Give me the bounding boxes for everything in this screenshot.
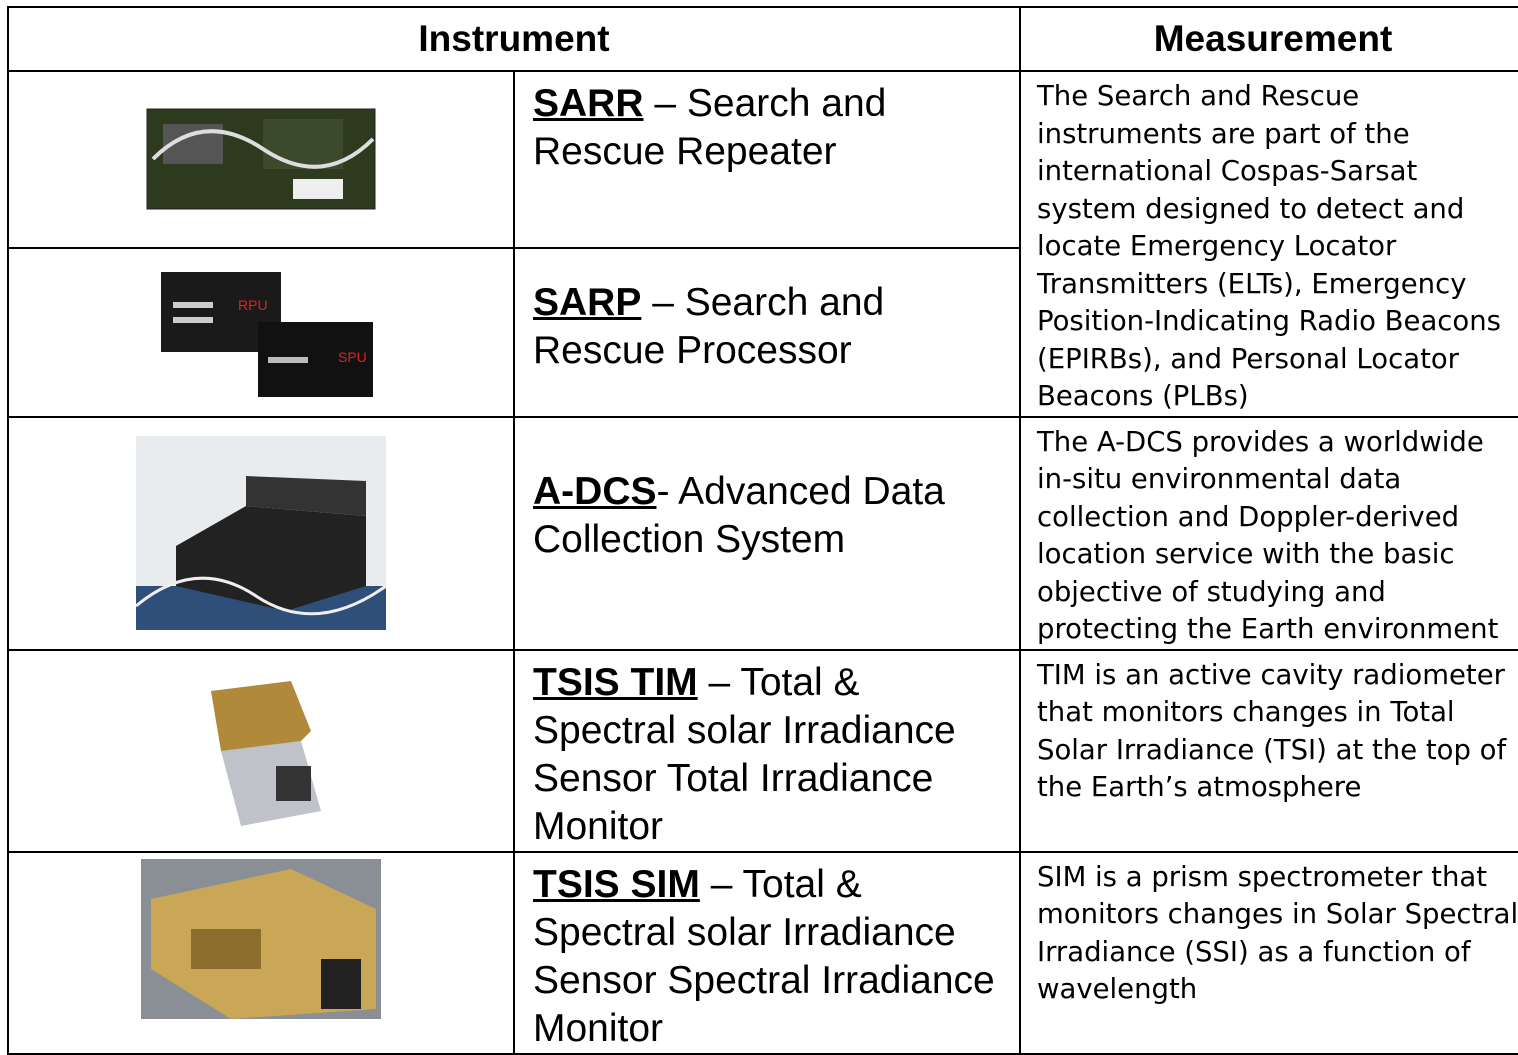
page: Instrument Measurement SARR – Search and…: [7, 6, 1518, 1055]
acronym: SARR: [533, 82, 644, 125]
image-cell: RPU SPU: [7, 246, 515, 418]
image-cell: [7, 648, 515, 853]
instrument-name: – Search and Rescue Processor: [533, 280, 885, 372]
row: TSIS TIM – Total & Spectral solar Irradi…: [7, 648, 1518, 853]
acronym: TSIS SIM: [533, 862, 700, 906]
image-cell: [7, 415, 515, 651]
name-cell: A-DCS- Advanced Data Collection System: [513, 415, 1021, 651]
row: A-DCS- Advanced Data Collection System T…: [7, 415, 1518, 651]
instrument-photo: [146, 108, 376, 210]
measurement: SIM is a prism spectrometer that monitor…: [1037, 860, 1518, 1006]
row: TSIS SIM – Total & Spectral solar Irradi…: [7, 850, 1518, 1055]
image-label: SPU: [338, 349, 367, 365]
measurement: TIM is an active cavity radiometer that …: [1037, 658, 1507, 804]
header-row: Instrument Measurement: [7, 6, 1518, 72]
acronym: A-DCS: [533, 469, 657, 513]
instrument-photo: [211, 680, 321, 826]
acronym: TSIS TIM: [533, 660, 698, 704]
measurement-cell: TIM is an active cavity radiometer that …: [1019, 648, 1518, 853]
instrument-photo: [136, 436, 386, 630]
measurement: The A-DCS provides a worldwide in-situ e…: [1037, 425, 1499, 646]
instrument-name: – Search and Rescue Repeater: [533, 82, 887, 173]
instrument-name: – Total & Spectral solar Irradiance Sens…: [533, 660, 956, 848]
name-cell: SARR – Search and Rescue Repeater: [513, 70, 1021, 249]
instrument-table: Instrument Measurement SARR – Search and…: [7, 6, 1518, 1055]
measurement-cell: SIM is a prism spectrometer that monitor…: [1019, 850, 1518, 1055]
header-cell: Measurement: [1019, 6, 1518, 72]
row: SARR – Search and Rescue Repeater The Se…: [7, 70, 1518, 418]
name-cell: TSIS TIM – Total & Spectral solar Irradi…: [513, 648, 1021, 853]
header-cell: Instrument: [7, 6, 1021, 72]
instrument-photo: [141, 858, 381, 1019]
image-cell: [7, 70, 515, 249]
image-cell: [7, 850, 515, 1055]
measurement-cell: The Search and Rescue instruments are pa…: [1019, 70, 1518, 418]
instrument-name: - Advanced Data Collection System: [533, 469, 945, 561]
image-label: RPU: [238, 297, 268, 313]
measurement-cell: The A-DCS provides a worldwide in-situ e…: [1019, 415, 1518, 651]
row: RPU SPU SARP – Search and Rescue Process…: [7, 246, 1518, 418]
name-cell: SARP – Search and Rescue Processor: [513, 246, 1021, 418]
instrument-photo: RPU SPU: [161, 272, 373, 398]
name-cell: TSIS SIM – Total & Spectral solar Irradi…: [513, 850, 1021, 1055]
acronym: SARP: [533, 280, 642, 324]
measurement: The Search and Rescue instruments are pa…: [1037, 80, 1502, 412]
